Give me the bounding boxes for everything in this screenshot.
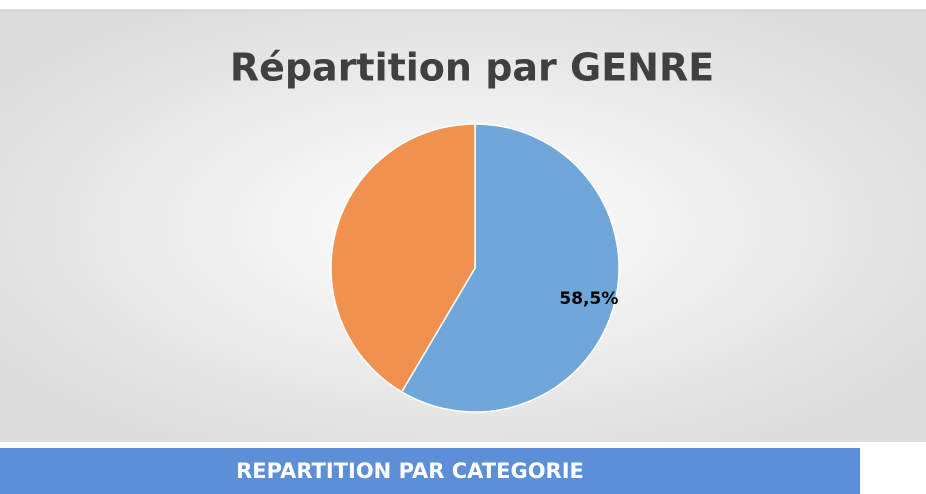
pie: 58,5% [330, 123, 620, 413]
pie-slice [330, 123, 476, 393]
data-label: 58,5% [559, 289, 618, 309]
chart-title: Répartition par GENRE [230, 46, 714, 90]
section-bar [0, 448, 860, 494]
section-header: REPARTITION PAR CATEGORIE [236, 459, 584, 483]
pie-slice [400, 123, 620, 413]
